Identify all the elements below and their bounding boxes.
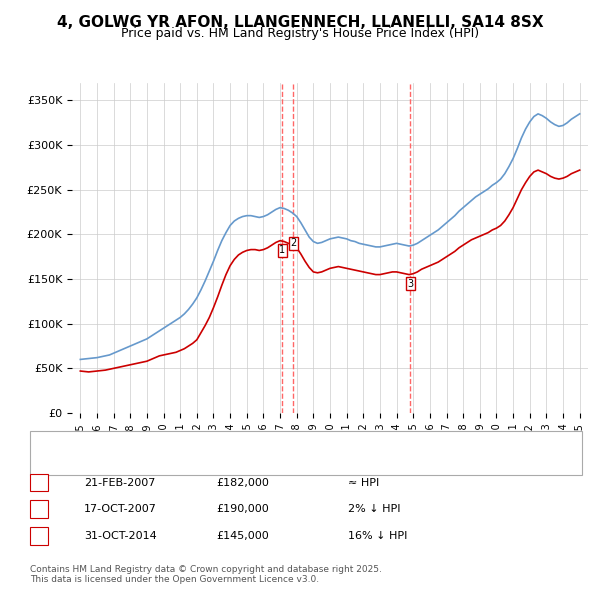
Text: Price paid vs. HM Land Registry's House Price Index (HPI): Price paid vs. HM Land Registry's House … [121,27,479,40]
Text: HPI: Average price, detached house, Carmarthenshire: HPI: Average price, detached house, Carm… [72,458,335,467]
Text: 31-OCT-2014: 31-OCT-2014 [84,531,157,540]
Text: £190,000: £190,000 [216,504,269,514]
Text: 21-FEB-2007: 21-FEB-2007 [84,478,155,487]
Text: 1: 1 [279,245,285,255]
Text: £182,000: £182,000 [216,478,269,487]
Text: 4, GOLWG YR AFON, LLANGENNECH, LLANELLI, SA14 8SX (detached house): 4, GOLWG YR AFON, LLANGENNECH, LLANELLI,… [72,438,442,448]
Text: 3: 3 [407,278,413,289]
Text: 2: 2 [35,504,43,514]
Text: 2% ↓ HPI: 2% ↓ HPI [348,504,401,514]
Text: 3: 3 [35,531,43,540]
Text: 17-OCT-2007: 17-OCT-2007 [84,504,157,514]
Text: ——: —— [42,437,67,450]
Text: Contains HM Land Registry data © Crown copyright and database right 2025.
This d: Contains HM Land Registry data © Crown c… [30,565,382,584]
Text: 16% ↓ HPI: 16% ↓ HPI [348,531,407,540]
Text: ——: —— [42,456,67,469]
Text: 4, GOLWG YR AFON, LLANGENNECH, LLANELLI, SA14 8SX: 4, GOLWG YR AFON, LLANGENNECH, LLANELLI,… [56,15,544,30]
Text: 2: 2 [290,238,296,248]
Text: £145,000: £145,000 [216,531,269,540]
Text: 1: 1 [35,478,43,487]
Text: ≈ HPI: ≈ HPI [348,478,379,487]
